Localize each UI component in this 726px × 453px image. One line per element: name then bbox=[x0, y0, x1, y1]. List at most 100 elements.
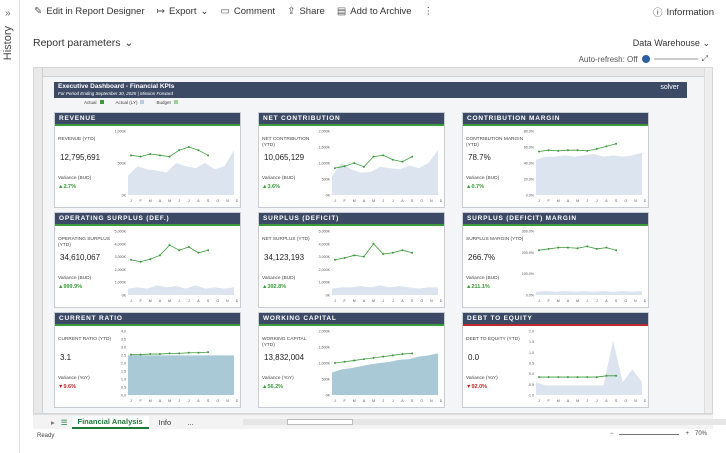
expand-icon[interactable]: ⤢ bbox=[701, 54, 708, 63]
vertical-scrollbar[interactable] bbox=[704, 68, 712, 413]
actual-point bbox=[149, 353, 152, 356]
horizontal-scrollbar[interactable] bbox=[243, 419, 726, 425]
export-button[interactable]: ↦ Export ⌄ bbox=[156, 5, 209, 17]
actual-point bbox=[139, 353, 142, 356]
edit-in-report-designer-button[interactable]: ✎ Edit in Report Designer bbox=[34, 5, 145, 17]
actual-point bbox=[595, 247, 598, 250]
prior-year-area bbox=[536, 152, 642, 195]
actual-point bbox=[207, 249, 210, 252]
dashboard-title: Executive Dashboard - Financial KPIs bbox=[58, 83, 175, 90]
panel-title: DEBT TO EQUITY bbox=[463, 313, 648, 324]
metric-label: REVENUE (YTD) bbox=[58, 137, 96, 142]
y-tick-label: 2,000K bbox=[319, 268, 331, 272]
actual-line bbox=[334, 243, 413, 261]
actual-point bbox=[391, 158, 394, 161]
month-label: J bbox=[334, 399, 336, 403]
month-label: M bbox=[168, 299, 171, 303]
chevron-down-icon: ⌄ bbox=[702, 38, 710, 48]
month-label: S bbox=[615, 299, 618, 303]
actual-point bbox=[605, 145, 608, 148]
add-to-archive-button[interactable]: ▤ Add to Archive bbox=[336, 5, 412, 17]
actual-point bbox=[538, 150, 540, 153]
zoom-out-icon[interactable]: − bbox=[609, 431, 614, 437]
month-label: O bbox=[624, 399, 627, 403]
actual-point bbox=[197, 351, 200, 354]
zoom-in-icon[interactable]: + bbox=[685, 431, 689, 437]
actual-point bbox=[605, 246, 608, 249]
zoom-control[interactable]: − + 70% bbox=[610, 431, 707, 437]
status-bar-indicator bbox=[55, 224, 240, 226]
y-tick-label: 1,000K bbox=[319, 162, 331, 166]
variance-label: Variance (YoY) bbox=[58, 376, 90, 381]
share-button[interactable]: ⇪ Share bbox=[287, 5, 325, 17]
month-label: S bbox=[207, 299, 210, 303]
y-tick-label: 300.0% bbox=[522, 230, 535, 234]
y-tick-label: 2,000K bbox=[319, 330, 331, 334]
tab-more[interactable]: ... bbox=[187, 417, 194, 427]
actual-point bbox=[401, 353, 404, 356]
auto-refresh-toggle[interactable] bbox=[641, 55, 650, 63]
month-label: J bbox=[382, 399, 384, 403]
actual-point bbox=[576, 247, 579, 250]
auto-refresh[interactable]: Auto-refresh: Off ⤢ bbox=[578, 54, 708, 64]
month-label: A bbox=[363, 199, 366, 203]
variance-value: ▼9.6% bbox=[58, 384, 76, 390]
metric-value: 78.7% bbox=[468, 153, 491, 162]
report-parameters-toggle[interactable]: Report parameters ⌄ bbox=[33, 37, 134, 49]
comment-button[interactable]: ▭ Comment bbox=[220, 5, 276, 17]
history-rail[interactable]: » History bbox=[0, 0, 20, 453]
data-source-select[interactable]: Data Warehouse ⌄ bbox=[632, 38, 710, 48]
status-bar-indicator bbox=[55, 124, 240, 126]
actual-point bbox=[411, 155, 414, 158]
y-tick-label: 1,500K bbox=[319, 346, 331, 350]
more-options-button[interactable]: ⋮ bbox=[424, 6, 434, 17]
month-label: M bbox=[557, 399, 560, 403]
month-label: A bbox=[567, 299, 570, 303]
actual-point bbox=[158, 353, 161, 356]
status-bar: Ready − + 70% bbox=[33, 430, 713, 442]
all-sheets-icon[interactable]: ☰ bbox=[60, 417, 68, 427]
metric-label: SURPLUS MARGIN (YTD) bbox=[466, 237, 524, 242]
y-tick-label: 0.0 bbox=[529, 372, 534, 376]
chevron-down-icon: ⌄ bbox=[124, 37, 134, 49]
y-tick-label: 500K bbox=[118, 162, 127, 166]
actual-point bbox=[586, 149, 589, 152]
month-label: S bbox=[207, 399, 210, 403]
month-label: M bbox=[168, 199, 171, 203]
tab-financial-analysis[interactable]: Financial Analysis bbox=[71, 415, 149, 429]
y-tick-label: 1,000K bbox=[319, 281, 331, 285]
actual-point bbox=[187, 146, 190, 148]
status-bar-indicator bbox=[463, 224, 648, 226]
metric-value: 266.7% bbox=[468, 253, 496, 262]
y-tick-label: 0.0% bbox=[526, 194, 535, 198]
status-bar-indicator bbox=[259, 224, 444, 226]
kpi-panel: SURPLUS (DEFICIT) MARGIN SURPLUS MARGIN … bbox=[462, 212, 649, 308]
actual-point bbox=[178, 249, 181, 252]
month-label: N bbox=[634, 299, 637, 303]
month-label: S bbox=[411, 399, 414, 403]
tab-info[interactable]: Info bbox=[158, 417, 172, 427]
actual-point bbox=[149, 153, 152, 156]
kpi-panel: CONTRIBUTION MARGIN CONTRIBUTION MARGIN … bbox=[462, 112, 649, 208]
information-button[interactable]: ⓘ Information bbox=[652, 6, 714, 20]
actual-point bbox=[401, 249, 404, 252]
kpi-panel: SURPLUS (DEFICIT) NET SURPLUS (YTD) 34,1… bbox=[258, 212, 445, 308]
tab-nav-icon[interactable]: ▸ bbox=[51, 417, 55, 427]
y-tick-label: 1,500K bbox=[319, 146, 331, 150]
month-label: N bbox=[430, 199, 433, 203]
actual-point bbox=[207, 154, 210, 157]
status-bar-indicator bbox=[259, 324, 444, 326]
actual-point bbox=[557, 149, 560, 152]
month-label: J bbox=[334, 199, 336, 203]
prior-year-area bbox=[128, 150, 234, 195]
expand-icon[interactable]: » bbox=[5, 8, 11, 19]
actual-point bbox=[353, 359, 356, 362]
zoom-slider[interactable] bbox=[619, 433, 680, 435]
scroll-thumb[interactable] bbox=[287, 419, 353, 425]
actual-point bbox=[576, 376, 579, 379]
actual-point bbox=[343, 256, 346, 259]
month-label: J bbox=[188, 199, 190, 203]
kpi-panel: OPERATING SURPLUS (DEF.) OPERATING SURPL… bbox=[54, 212, 241, 308]
month-label: M bbox=[372, 399, 375, 403]
